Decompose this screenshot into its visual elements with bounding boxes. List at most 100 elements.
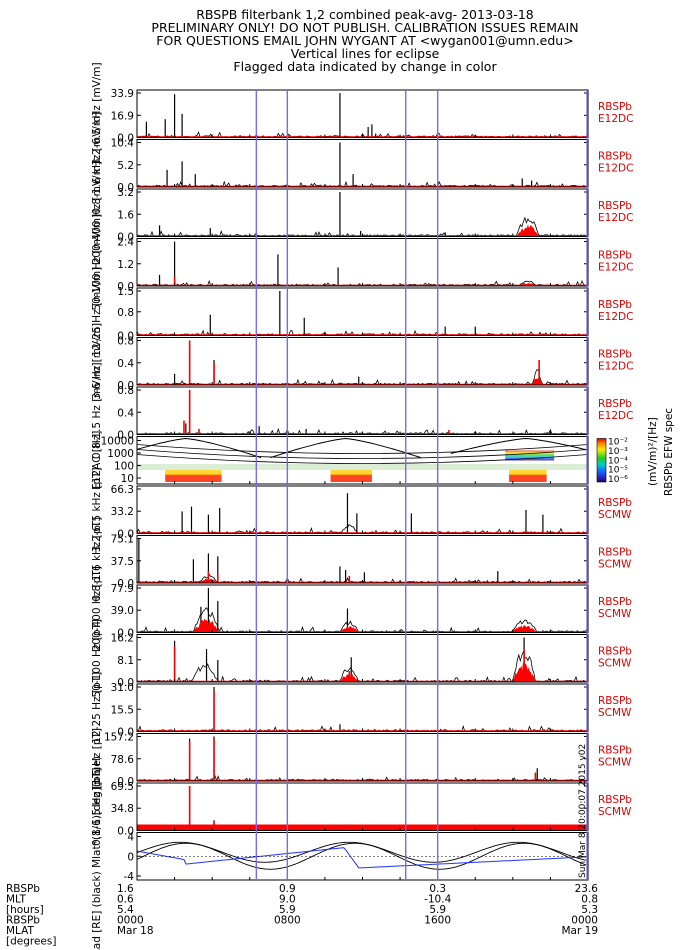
flag-region xyxy=(510,625,539,633)
footer-value: -10.4 xyxy=(424,894,451,906)
panel-tag: RBSPb xyxy=(598,695,632,707)
y-tick-label: 1.5 xyxy=(117,286,134,298)
y-tick-label: 0.4 xyxy=(117,407,134,419)
y-tick-label: 4 xyxy=(127,832,134,844)
flag-region xyxy=(339,625,360,633)
harmonic-curve xyxy=(136,454,589,464)
y-tick-label: 33.2 xyxy=(111,506,134,518)
panel-ylabel: 200-400 Hz [mV/m] xyxy=(91,161,103,264)
spectrogram-band xyxy=(330,474,372,482)
y-tick-label: 0.0 xyxy=(117,182,134,194)
panel-ylabel: 0.8-1.6 kHz [pT] xyxy=(91,517,103,602)
panel-ylabel: 12-25 Hz [pT] xyxy=(91,672,103,744)
footer-value: Mar 18 xyxy=(117,925,154,937)
y-tick-label: 69.5 xyxy=(111,781,134,793)
colorbar-label: (mV/m)²/[Hz] xyxy=(647,417,659,486)
panel-ylabel: 0.8-1.5 Hz [pT] xyxy=(91,767,103,846)
spectrogram-band xyxy=(137,464,588,470)
y-tick-label: 0.0 xyxy=(117,776,134,788)
footer-row-label: [hours] xyxy=(6,904,44,916)
y-tick-label: 0.0 xyxy=(117,430,134,442)
footer-value: 0.8 xyxy=(581,894,598,906)
y-tick-label: 1000 xyxy=(107,448,134,460)
y-tick-label: 5.2 xyxy=(117,160,134,172)
panel-ylabel: 12-25 Hz [mV/m] xyxy=(91,267,103,357)
y-tick-label: 75.1 xyxy=(111,534,134,546)
y-tick-label: 0.0 xyxy=(117,232,134,244)
y-tick-label: 0.0 xyxy=(117,578,134,590)
footer-value: 9.0 xyxy=(279,894,296,906)
y-tick-label: 0 xyxy=(127,851,134,863)
y-tick-label: 3.2 xyxy=(117,187,134,199)
panel-tag: RBSPb xyxy=(598,101,632,113)
spectrogram-band xyxy=(330,470,372,475)
version-stamp: Sun Mar 8 20:00:07 2015 v02 xyxy=(578,744,588,878)
panel-tag: SCMW xyxy=(598,757,632,769)
spectrogram-band xyxy=(509,474,547,482)
panel-tag: E12DC xyxy=(598,311,633,323)
harmonic-curve xyxy=(136,449,589,459)
y-tick-label: 0.0 xyxy=(117,380,134,392)
panel-tag: RBSPb xyxy=(598,349,632,361)
y-tick-label: 2.4 xyxy=(117,237,134,249)
y-tick-label: 0.8 xyxy=(117,385,134,397)
footer-value: 0000 xyxy=(117,915,144,927)
y-tick-label: 16.9 xyxy=(111,110,134,122)
colorbar-tick: 10⁻⁴ xyxy=(608,456,628,466)
panel-tag: E12DC xyxy=(598,262,633,274)
panel-frame xyxy=(136,238,589,287)
footer-value: 0800 xyxy=(274,915,301,927)
y-tick-label: 16.2 xyxy=(111,633,134,645)
panel-tag: RBSPb xyxy=(598,200,632,212)
panel-ylabel: 200-400 Hz [pT] xyxy=(91,566,103,651)
y-tick-label: 66.3 xyxy=(111,484,134,496)
warning-line: PRELIMINARY ONLY! DO NOT PUBLISH. CALIBR… xyxy=(151,20,579,35)
panel-tag: E12DC xyxy=(598,361,633,373)
flag-note: Flagged data indicated by change in colo… xyxy=(233,59,497,74)
y-tick-label: 157.2 xyxy=(104,732,134,744)
footer-value: 5.4 xyxy=(117,904,134,916)
y-tick-label: 34.8 xyxy=(111,803,134,815)
y-tick-label: 31.0 xyxy=(111,682,134,694)
panel-frame xyxy=(136,89,589,138)
y-tick-label: 0.0 xyxy=(117,331,134,343)
panel-frame xyxy=(136,683,589,732)
footer-value: 23.6 xyxy=(575,883,599,895)
panel-frame xyxy=(136,733,589,782)
spectrogram-patch xyxy=(505,450,555,461)
y-tick-label: 8.1 xyxy=(117,655,134,667)
panel-tag: SCMW xyxy=(598,707,632,719)
y-tick-label: 0.0 xyxy=(117,529,134,541)
y-tick-label: 15.5 xyxy=(111,704,134,716)
panel-ylabel: 50-100 Hz [mV/m] xyxy=(91,214,103,311)
panel-tag: RBSPb xyxy=(598,250,632,262)
plot-header: RBSPB filterbank 1,2 combined peak-avg- … xyxy=(0,8,700,73)
panel-tag: SCMW xyxy=(598,806,632,818)
panel-ylabel: 3.2-6.5 kHz [pT] xyxy=(91,467,103,552)
colorbar-rect xyxy=(596,438,607,483)
y-tick-label: 33.9 xyxy=(111,88,134,100)
footer-value: 5.3 xyxy=(581,904,598,916)
panel-ylabel: 50-100 Hz [pT] xyxy=(91,619,103,698)
eclipse-note: Vertical lines for eclipse xyxy=(290,46,440,61)
footer-row-label: MLAT xyxy=(6,925,35,937)
colorbar-tick: 10⁻⁶ xyxy=(608,475,628,485)
flag-region xyxy=(192,618,221,633)
panel-ylabel: 3.2-6.5 kHz [mV/m] xyxy=(91,62,103,165)
y-tick-label: 0.0 xyxy=(117,677,134,689)
spectrogram-band xyxy=(509,470,547,475)
footer-value: 5.9 xyxy=(279,904,296,916)
panel-ylabel: E12AC [Hz] xyxy=(91,431,103,490)
y-tick-label: 78.6 xyxy=(111,754,135,766)
y-tick-label: 0.8 xyxy=(117,336,134,348)
flag-region xyxy=(532,378,543,386)
footer-value: 1.6 xyxy=(117,883,134,895)
panel-tag: RBSPb xyxy=(598,745,632,757)
footer-value: 5.9 xyxy=(429,904,446,916)
spectrogram-band xyxy=(165,470,222,475)
panel-ylabel: 0.8-1.5 Hz [mV/m] xyxy=(91,362,103,459)
panel-tag: RBSPb xyxy=(598,151,632,163)
